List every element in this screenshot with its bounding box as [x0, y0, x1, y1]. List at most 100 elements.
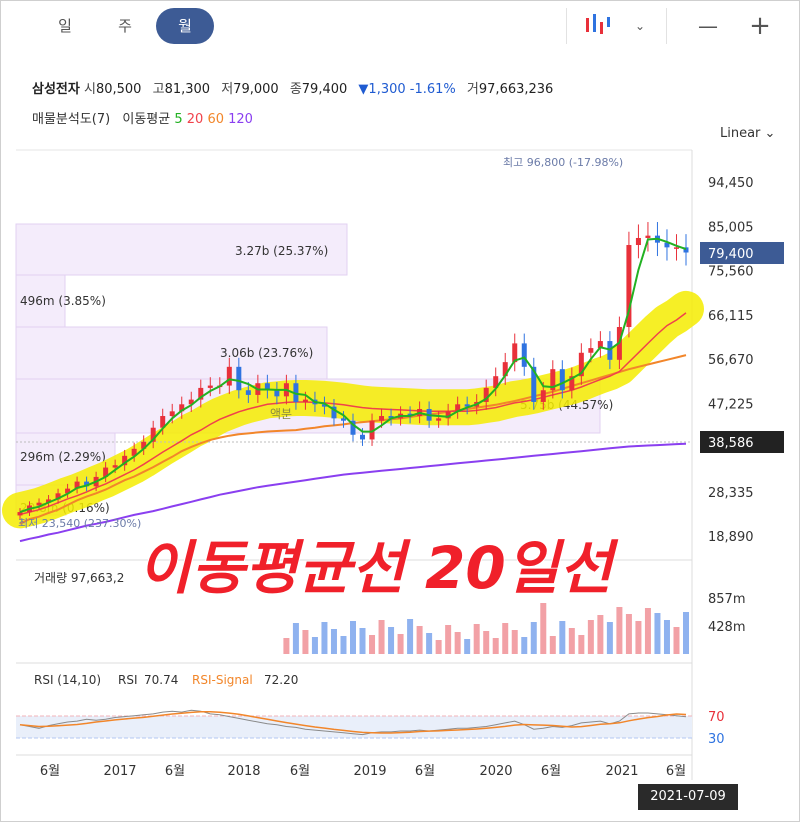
low-value: 79,000 [233, 82, 279, 97]
candle [84, 481, 90, 487]
crosshair-date: 2021-07-09 [638, 784, 738, 810]
tab-week[interactable]: 주 [118, 17, 132, 35]
candle [388, 416, 394, 419]
volume-label: 거 [466, 82, 479, 97]
volume-bar [625, 614, 632, 654]
candle [103, 467, 109, 477]
volume-bar [321, 622, 328, 654]
rsi-value: 70.74 [144, 673, 178, 687]
current-price-tag [700, 242, 784, 264]
tab-day[interactable]: 일 [58, 17, 72, 35]
volume-profile-label[interactable]: 매물분석도(7) [32, 112, 111, 127]
candle [122, 455, 128, 466]
volume-bar [483, 631, 490, 654]
candle [46, 499, 52, 503]
candle [264, 383, 270, 391]
x-tick-label: 2020 [479, 764, 512, 779]
candle [321, 404, 327, 407]
candle [188, 399, 194, 405]
volume-bar [635, 621, 642, 654]
candle [150, 427, 156, 442]
rsi-tick-label: 30 [708, 732, 725, 747]
change-pct: -1.61% [409, 82, 456, 97]
x-tick-label: 6월 [666, 764, 686, 779]
candle [226, 366, 232, 386]
y-tick-label: 28,335 [708, 486, 754, 501]
y-tick-label: 18,890 [708, 530, 754, 545]
candle [17, 512, 23, 516]
candlestick-icon[interactable] [580, 8, 616, 44]
candle [597, 341, 603, 349]
candle [369, 420, 375, 440]
x-tick-label: 2019 [353, 764, 386, 779]
volume-bar [397, 634, 404, 654]
candle [626, 245, 632, 328]
volume-bar [568, 628, 575, 654]
volume-bar [330, 629, 337, 654]
volume-bar [426, 633, 433, 654]
volume-bar [292, 623, 299, 654]
volume-bar [540, 603, 547, 654]
ma20-label: 20 [186, 112, 204, 127]
candle [635, 237, 641, 246]
zoom-out-button[interactable]: — [698, 14, 718, 38]
zoom-in-button[interactable]: + [749, 11, 771, 41]
volume-panel-label: 거래량 97,663,2 [34, 571, 124, 585]
chevron-down-icon[interactable]: ⌄ [634, 19, 646, 33]
volume-bar [511, 630, 518, 654]
rsi-label: RSI (14,10) [34, 673, 101, 687]
volume-bar [549, 636, 556, 654]
ma20-line [19, 312, 687, 516]
highlight-label: 액분 [270, 407, 292, 421]
volume-bar [578, 635, 585, 654]
volume-bar [454, 632, 461, 654]
candle [245, 390, 251, 395]
candle [160, 416, 166, 428]
candle [550, 369, 556, 391]
volume-bar [283, 638, 290, 654]
high-annotation: 최고 96,800 (-17.98%) [503, 156, 623, 169]
scale-dropdown[interactable]: Linear ⌄ [720, 126, 775, 141]
candle [360, 434, 366, 440]
x-tick-label: 2021 [605, 764, 638, 779]
volume-bar [464, 639, 471, 654]
candle [521, 343, 527, 367]
volume-bar [502, 623, 509, 654]
ma120-line [19, 442, 687, 543]
candle [379, 416, 385, 421]
candle [112, 465, 118, 468]
candle [502, 362, 508, 377]
candle [302, 399, 308, 402]
volume-bar [587, 620, 594, 654]
chevron-down-icon: ⌄ [764, 126, 776, 141]
ma-label[interactable]: 이동평균 [122, 112, 171, 127]
ma5-line [19, 237, 687, 514]
candle [531, 366, 537, 402]
volume-bar [663, 620, 670, 654]
rsi-signal-name: RSI-Signal [192, 673, 253, 687]
volume-bar [616, 607, 623, 654]
volume-profile-box [15, 274, 66, 328]
open-label: 시 [83, 82, 96, 97]
candle [664, 242, 670, 248]
candle [65, 488, 71, 494]
volume-tick-label: 428m [708, 620, 745, 635]
candle [578, 352, 584, 377]
volume-bar [530, 622, 537, 654]
rsi-tick-label: 70 [708, 710, 725, 725]
candle [436, 418, 442, 421]
change-value: ▼1,300 [358, 82, 406, 97]
candle [141, 441, 147, 449]
candle [331, 406, 337, 419]
candle [293, 383, 299, 402]
candle [559, 369, 565, 391]
candle [588, 348, 594, 353]
tab-month[interactable]: 월 [156, 8, 214, 44]
low-label: 저 [221, 82, 234, 97]
rsi-line [19, 709, 687, 736]
volume-bar [673, 627, 680, 654]
close-value: 79,400 [301, 82, 348, 97]
ma-value-label: 38,586 [708, 436, 754, 451]
y-tick-label: 75,560 [708, 265, 754, 280]
